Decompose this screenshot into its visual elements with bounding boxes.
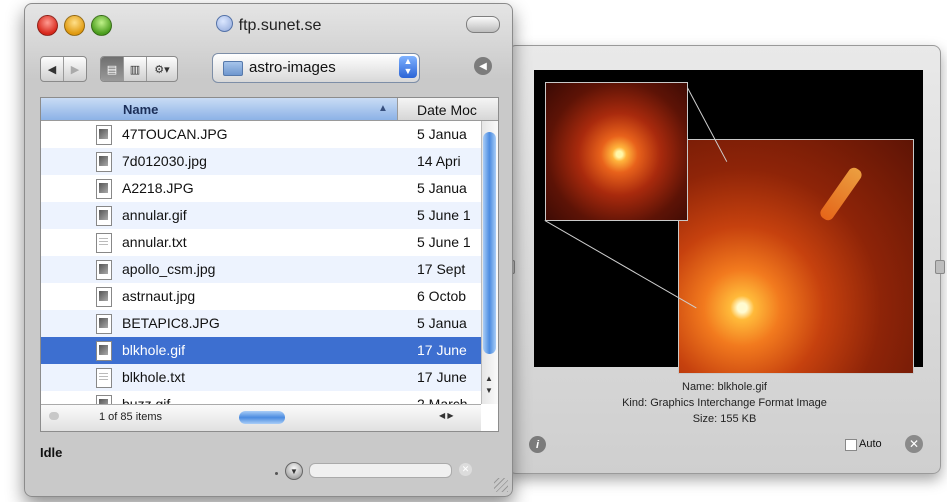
file-name-info: Name: blkhole.gif — [682, 381, 767, 393]
image-file-icon — [96, 179, 112, 199]
name-column-header[interactable]: Name ▲ — [41, 98, 398, 120]
list-view-button[interactable]: ▤ — [101, 57, 124, 81]
window-title: ftp.sunet.se — [238, 17, 322, 34]
vertical-scroll-thumb[interactable] — [483, 132, 496, 354]
column-header: Name ▲ Date Moc — [41, 98, 498, 121]
file-date: 5 Janua — [417, 180, 467, 196]
file-name: 7d012030.jpg — [122, 153, 207, 169]
stop-icon[interactable]: ✕ — [459, 463, 472, 476]
popup-arrows-icon: ▲ ▼ — [399, 56, 417, 78]
path-popup[interactable]: astro-images ▲ ▼ — [212, 53, 420, 83]
image-file-icon — [96, 152, 112, 172]
toolbar-toggle-button[interactable] — [466, 16, 500, 33]
finder-window: ftp.sunet.se ◀ ▶ ▤ ▥ ⚙▾ astro-images ▲ ▼ … — [24, 3, 513, 497]
file-row[interactable]: blkhole.txt 17 June — [41, 364, 481, 391]
file-name: apollo_csm.jpg — [122, 261, 216, 277]
auto-checkbox[interactable] — [845, 439, 857, 451]
globe-icon — [215, 15, 233, 32]
file-name: 47TOUCAN.JPG — [122, 126, 228, 142]
file-name: blkhole.gif — [122, 342, 186, 358]
image-file-icon — [96, 206, 112, 226]
file-kind-info: Kind: Graphics Interchange Format Image — [622, 397, 827, 409]
file-name: annular.gif — [122, 207, 187, 223]
back-icon: ◀ — [47, 63, 57, 76]
file-name: BETAPIC8.JPG — [122, 315, 220, 331]
file-date: 5 Janua — [417, 315, 467, 331]
image-preview — [534, 70, 923, 374]
image-file-icon — [96, 125, 112, 145]
auto-label: Auto — [859, 438, 882, 450]
forward-icon: ▶ — [70, 63, 80, 76]
file-name: A2218.JPG — [122, 180, 194, 196]
file-date: 5 June 1 — [417, 234, 471, 250]
file-row[interactable]: annular.txt 5 June 1 — [41, 229, 481, 256]
column-view-icon: ▥ — [129, 63, 141, 76]
file-rows: 47TOUCAN.JPG 5 Janua 7d012030.jpg 14 Apri A2… — [41, 121, 481, 418]
resize-grip-icon[interactable] — [494, 478, 508, 492]
minimize-window-button[interactable] — [64, 15, 85, 36]
view-mode-segment: ▤ ▥ ⚙▾ — [100, 56, 178, 82]
icon-size-slider-knob[interactable]: ▼ — [285, 462, 303, 480]
file-name: astrnaut.jpg — [122, 288, 196, 304]
forward-button[interactable]: ▶ — [64, 57, 86, 81]
item-count: 1 of 85 items — [99, 411, 162, 423]
status-text: Idle — [40, 445, 63, 460]
file-row[interactable]: A2218.JPG 5 Janua — [41, 175, 481, 202]
file-list: Name ▲ Date Moc 47TOUCAN.JPG 5 Janua 7d012… — [40, 97, 499, 432]
column-view-button[interactable]: ▥ — [124, 57, 147, 81]
file-row[interactable]: annular.gif 5 June 1 — [41, 202, 481, 229]
file-date: 17 June — [417, 342, 467, 358]
date-column-header[interactable]: Date Moc — [417, 102, 477, 118]
file-row[interactable]: 7d012030.jpg 14 Apri — [41, 148, 481, 175]
vertical-scrollbar[interactable]: ▲ ▼ — [481, 121, 498, 404]
name-column-label: Name — [123, 102, 159, 117]
file-name: blkhole.txt — [122, 369, 186, 385]
sort-ascending-icon: ▲ — [378, 103, 388, 114]
horizontal-scrollbar[interactable]: 1 of 85 items ◀ ▶ — [41, 404, 481, 431]
text-file-icon — [96, 233, 112, 253]
path-label: astro-images — [249, 59, 336, 76]
file-row[interactable]: apollo_csm.jpg 17 Sept — [41, 256, 481, 283]
file-size-info: Size: 155 KB — [692, 413, 757, 425]
icon-size-slider-track[interactable] — [309, 463, 452, 478]
horizontal-scroll-arrows-icon[interactable]: ◀ ▶ — [439, 411, 454, 420]
preview-image-full — [678, 139, 914, 374]
zoom-line — [544, 220, 697, 309]
file-date: 5 June 1 — [417, 207, 471, 223]
file-date: 17 June — [417, 369, 467, 385]
gear-icon: ⚙▾ — [154, 63, 170, 76]
file-date: 17 Sept — [417, 261, 466, 277]
folder-icon — [223, 61, 243, 76]
preview-window: Name: blkhole.gif Kind: Graphics Interch… — [505, 45, 945, 474]
disconnect-icon[interactable]: ◀ — [474, 57, 492, 75]
action-menu-button[interactable]: ⚙▾ — [147, 57, 177, 81]
file-name: annular.txt — [122, 234, 187, 250]
close-icon[interactable]: ✕ — [905, 435, 923, 453]
file-row[interactable]: blkhole.gif 17 June — [41, 337, 481, 364]
file-date: 6 Octob — [417, 288, 467, 304]
zoom-window-button[interactable] — [91, 15, 112, 36]
horizontal-scroll-thumb[interactable] — [239, 411, 285, 424]
nav-segment: ◀ ▶ — [40, 56, 87, 82]
file-row[interactable]: BETAPIC8.JPG 5 Janua — [41, 310, 481, 337]
file-row[interactable]: astrnaut.jpg 6 Octob — [41, 283, 481, 310]
info-icon[interactable]: i — [529, 436, 546, 453]
window-title-bar: ftp.sunet.se — [25, 15, 512, 35]
file-date: 14 Apri — [417, 153, 461, 169]
icon-size-min-icon — [275, 472, 278, 475]
list-view-icon: ▤ — [106, 63, 118, 76]
file-date: 5 Janua — [417, 126, 467, 142]
preview-image-inset — [545, 82, 688, 221]
image-file-icon — [96, 314, 112, 334]
text-file-icon — [96, 368, 112, 388]
file-row[interactable]: 47TOUCAN.JPG 5 Janua — [41, 121, 481, 148]
close-window-button[interactable] — [37, 15, 58, 36]
scroll-arrows-icon[interactable]: ▲ ▼ — [485, 374, 493, 395]
image-file-icon — [96, 341, 112, 361]
resize-handle-right[interactable] — [935, 260, 945, 274]
image-file-icon — [96, 287, 112, 307]
column-grip-icon — [49, 412, 59, 420]
image-file-icon — [96, 260, 112, 280]
back-button[interactable]: ◀ — [41, 57, 64, 81]
